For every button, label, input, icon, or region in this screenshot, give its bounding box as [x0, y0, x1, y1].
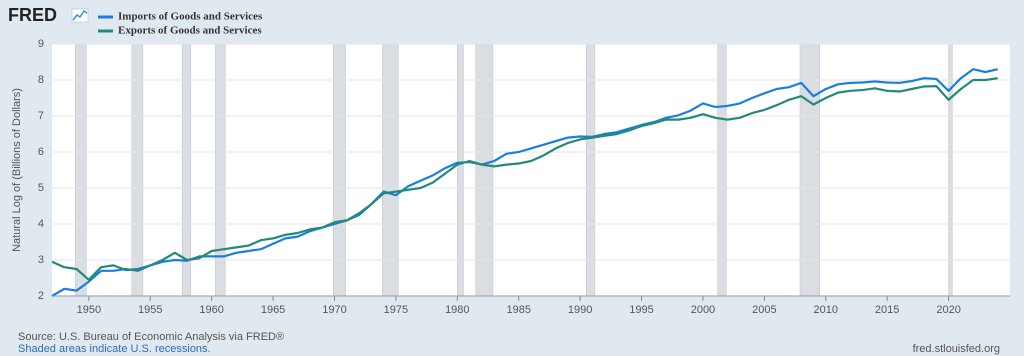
plot-area	[52, 44, 1010, 296]
y-tick-label: 3	[38, 254, 44, 266]
y-tick-label: 5	[38, 182, 44, 194]
x-tick-label: 1995	[629, 304, 653, 316]
x-tick-label: 1960	[199, 304, 223, 316]
x-tick-label: 1980	[445, 304, 469, 316]
y-axis-label: Natural Log of (Billions of Dollars)	[11, 88, 23, 252]
recession	[717, 43, 727, 297]
x-tick-label: 2000	[691, 304, 715, 316]
x-tick-label: 1955	[138, 304, 162, 316]
source: Source: U.S. Bureau of Economic Analysis…	[18, 331, 284, 343]
x-tick-label: 1950	[77, 304, 101, 316]
recession	[475, 43, 494, 297]
x-tick-label: 1970	[322, 304, 346, 316]
recession	[215, 43, 226, 297]
recession	[75, 43, 87, 297]
x-tick-label: 2020	[936, 304, 960, 316]
recession	[382, 43, 399, 297]
recession	[332, 43, 346, 297]
recession	[585, 43, 596, 297]
series-line	[51, 77, 998, 281]
x-tick-label: 1975	[384, 304, 408, 316]
y-tick-label: 2	[38, 290, 44, 302]
y-tick-label: 8	[38, 74, 44, 86]
x-tick-label: 2010	[814, 304, 838, 316]
y-tick-label: 7	[38, 110, 44, 122]
recession	[457, 43, 464, 297]
legend-label: Imports of Goods and Services	[118, 11, 263, 23]
x-tick-label: 2005	[752, 304, 776, 316]
y-tick-label: 6	[38, 146, 44, 158]
legend-label: Exports of Goods and Services	[118, 25, 262, 37]
url[interactable]: fred.stlouisfed.org	[913, 343, 1000, 355]
note[interactable]: Shaded areas indicate U.S. recessions.	[18, 343, 211, 355]
x-tick-label: 1965	[261, 304, 285, 316]
y-tick-label: 9	[38, 38, 44, 50]
recession	[799, 43, 820, 297]
series-line	[51, 68, 998, 297]
recession	[131, 43, 144, 297]
logo-icon	[71, 8, 89, 23]
logo: FRED	[8, 5, 57, 25]
y-tick-label: 4	[38, 218, 44, 230]
x-tick-label: 2015	[875, 304, 899, 316]
recession	[948, 43, 953, 297]
x-tick-label: 1985	[506, 304, 530, 316]
x-tick-label: 1990	[568, 304, 592, 316]
